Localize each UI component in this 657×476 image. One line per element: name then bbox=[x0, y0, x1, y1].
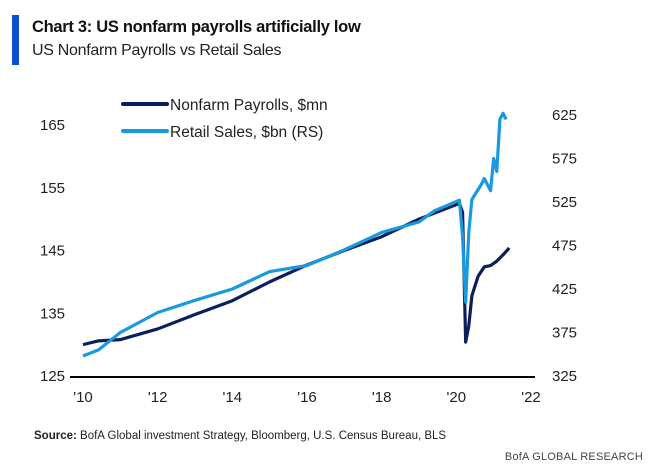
y-left-tick-label: 135 bbox=[40, 305, 65, 322]
series-line-nonfarm-payrolls bbox=[82, 201, 511, 347]
y-left-tick-label: 155 bbox=[40, 180, 65, 197]
legend-label: Retail Sales, $bn (RS) bbox=[170, 124, 323, 141]
y-right-tick-label: 575 bbox=[552, 151, 577, 168]
x-tick-label: '22 bbox=[521, 389, 541, 406]
x-tick-label: '14 bbox=[223, 389, 243, 406]
x-tick-label: '20 bbox=[447, 389, 467, 406]
y-left-tick-label: 125 bbox=[40, 368, 65, 385]
brand-footer: BofA GLOBAL RESEARCH bbox=[504, 451, 643, 463]
x-tick-label: '10 bbox=[73, 389, 93, 406]
legend-label: Nonfarm Payrolls, $mn bbox=[170, 97, 328, 114]
y-right-tick-label: 525 bbox=[552, 194, 577, 211]
y-right-tick-label: 375 bbox=[552, 325, 577, 342]
chart-subtitle: US Nonfarm Payrolls vs Retail Sales bbox=[32, 42, 282, 59]
x-tick-label: '12 bbox=[148, 389, 168, 406]
series-line-retail-sales bbox=[82, 111, 508, 358]
source-label: Source: bbox=[34, 430, 77, 442]
title-accent-bar bbox=[12, 15, 19, 65]
y-right-tick-label: 475 bbox=[552, 238, 577, 255]
source-text: BofA Global investment Strategy, Bloombe… bbox=[80, 430, 447, 442]
y-left-tick-label: 165 bbox=[40, 117, 65, 134]
x-tick-label: '16 bbox=[297, 389, 317, 406]
chart-title: Chart 3: US nonfarm payrolls artificiall… bbox=[32, 18, 361, 36]
y-right-tick-label: 325 bbox=[552, 368, 577, 385]
y-left-tick-label: 145 bbox=[40, 243, 65, 260]
y-right-tick-label: 425 bbox=[552, 281, 577, 298]
source-note: Source: BofA Global investment Strategy,… bbox=[34, 430, 446, 442]
x-tick-label: '18 bbox=[372, 389, 392, 406]
y-right-tick-label: 625 bbox=[552, 107, 577, 124]
